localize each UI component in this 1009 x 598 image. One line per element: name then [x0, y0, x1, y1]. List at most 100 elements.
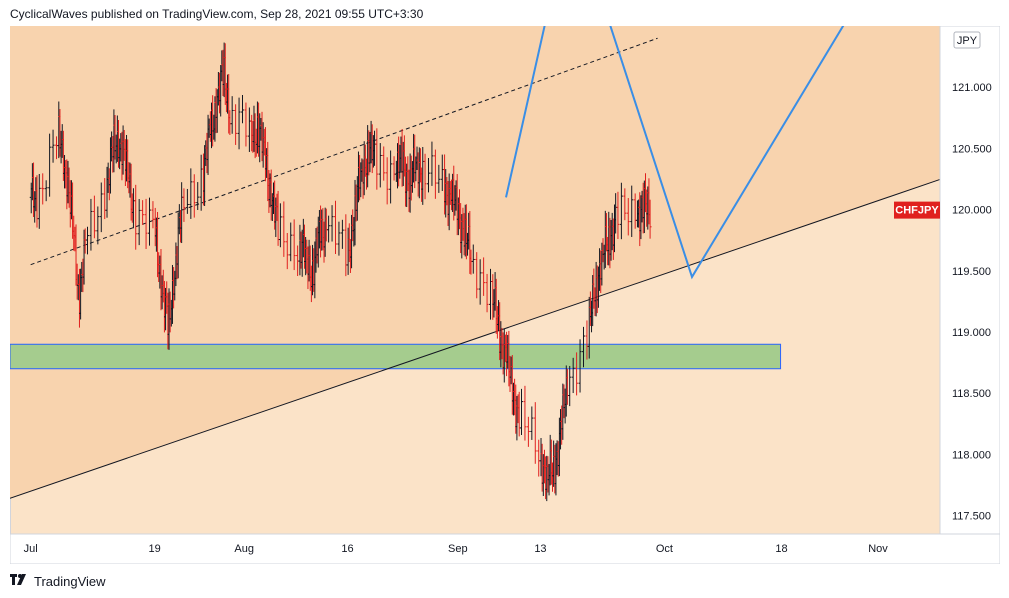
candle: [282, 201, 286, 257]
y-tick-label: 118.000: [952, 449, 991, 461]
y-tick-label: 119.000: [952, 327, 991, 339]
x-tick-label: 13: [534, 543, 546, 555]
candle: [616, 191, 620, 239]
candle: [578, 339, 582, 393]
y-tick-label: 117.500: [952, 511, 991, 523]
candle: [427, 158, 430, 193]
price-axis: [939, 26, 1000, 535]
candle: [196, 182, 200, 210]
candle: [485, 273, 489, 313]
footer: TradingView: [10, 572, 106, 590]
candle: [182, 188, 186, 222]
candle: [41, 173, 45, 205]
candle: [389, 150, 393, 204]
candle: [334, 200, 337, 254]
candle: [582, 326, 585, 368]
currency-label: JPY: [957, 35, 978, 47]
candle: [533, 402, 537, 464]
candle: [144, 198, 148, 250]
candle: [237, 97, 241, 150]
candle: [189, 168, 193, 219]
candle: [375, 128, 379, 190]
candle: [137, 199, 141, 246]
upper-channel-zone: [10, 26, 940, 499]
candle: [330, 205, 334, 242]
footer-brand[interactable]: TradingView: [34, 573, 106, 589]
candle: [385, 157, 389, 205]
candle: [478, 259, 482, 305]
candle: [337, 221, 341, 256]
candle: [192, 174, 196, 218]
candle: [44, 180, 48, 202]
candle: [526, 416, 530, 447]
candle: [475, 252, 479, 299]
candle: [630, 185, 634, 237]
candle: [185, 188, 189, 214]
time-axis: [10, 533, 1000, 564]
candle: [571, 357, 575, 394]
candle: [241, 94, 244, 124]
candle: [148, 197, 151, 246]
ascending-trendline: [10, 178, 941, 499]
projection-path: [505, 26, 845, 280]
candle: [99, 182, 103, 233]
candle: [382, 146, 386, 181]
candle: [92, 195, 96, 239]
publisher-header: CyclicalWaves published on TradingView.c…: [10, 7, 424, 21]
y-tick-label: 118.500: [952, 388, 991, 400]
x-tick-label: Jul: [24, 543, 38, 555]
candle: [37, 173, 41, 229]
tradingview-logo-icon[interactable]: [10, 574, 30, 588]
candle: [619, 182, 623, 240]
candle: [648, 199, 652, 239]
candle: [244, 102, 248, 147]
currency-badge: [953, 31, 981, 49]
candle: [437, 164, 441, 193]
candle: [234, 104, 238, 145]
y-tick-label: 120.000: [952, 205, 992, 217]
candle: [523, 385, 527, 441]
candle: [89, 198, 93, 251]
price-chart[interactable]: 121.000 120.500 120.000 119.500 119.000 118.5…: [10, 26, 1000, 564]
x-tick-label: Sep: [448, 543, 468, 555]
candle: [96, 206, 100, 245]
x-tick-label: Oct: [656, 543, 673, 555]
candle: [575, 352, 579, 396]
candle: [471, 244, 475, 274]
candle: [430, 141, 434, 186]
candle: [51, 129, 55, 163]
support-zone: [10, 343, 782, 370]
candle: [568, 365, 572, 407]
candle: [289, 222, 293, 262]
candle: [327, 215, 331, 243]
candle: [230, 96, 234, 134]
symbol-label: CHFJPY: [895, 205, 939, 217]
candle: [48, 133, 52, 197]
candle: [292, 219, 296, 271]
candle: [340, 219, 344, 249]
candle: [520, 388, 523, 436]
candle: [285, 233, 289, 270]
candle: [482, 257, 486, 296]
x-tick-label: 18: [775, 543, 787, 555]
x-tick-label: 19: [149, 543, 161, 555]
candle: [378, 143, 382, 188]
candle: [537, 439, 541, 477]
candle: [433, 149, 437, 199]
candle: [530, 406, 534, 440]
y-tick-label: 119.500: [952, 266, 991, 278]
candle: [626, 198, 630, 236]
symbol-tag: [894, 201, 940, 219]
x-tick-label: 16: [341, 543, 353, 555]
candle: [134, 184, 138, 250]
candle: [86, 226, 89, 255]
x-tick-label: Nov: [868, 543, 888, 555]
y-tick-label: 120.500: [952, 143, 992, 155]
y-tick-label: 121.000: [952, 82, 992, 94]
x-tick-label: Aug: [234, 543, 254, 555]
candle: [623, 188, 627, 221]
candle: [141, 200, 145, 225]
candle: [278, 203, 282, 248]
candle: [423, 153, 427, 200]
dashed-channel-line: [30, 37, 658, 266]
